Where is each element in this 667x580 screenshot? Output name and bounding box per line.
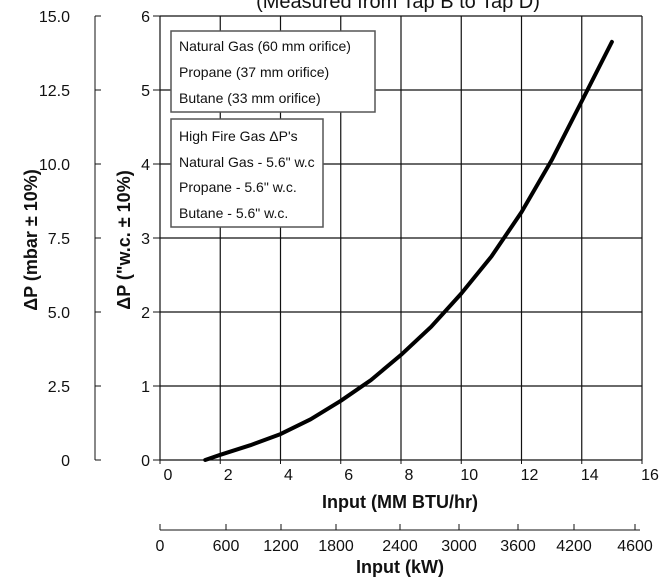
y-axis-ticks: 0 1 2 3 4 5 6: [141, 9, 160, 470]
x-tick-label: 16: [641, 467, 659, 484]
mbar-tick-label: 7.5: [48, 231, 70, 248]
y-tick-label: 3: [141, 231, 150, 248]
x-tick-label: 12: [521, 467, 539, 484]
mbar-axis: 0 2.5 5.0 7.5 10.0 12.5 15.0: [39, 9, 101, 470]
x-tick-label: 14: [581, 467, 599, 484]
kw-axis: 0 600 1200 1800 2400 3000 3600 4200 4600: [156, 524, 653, 555]
legend-box-orifice: Natural Gas (60 mm orifice) Propane (37 …: [171, 31, 375, 112]
kw-tick-label: 2400: [382, 538, 418, 555]
y-tick-label: 2: [141, 305, 150, 322]
y-axis-title-mbar: ΔP (mbar ± 10%): [21, 169, 41, 311]
x-tick-label: 0: [164, 467, 173, 484]
kw-tick-label: 3000: [441, 538, 477, 555]
kw-axis-title: Input (kW): [356, 557, 444, 577]
kw-tick-label: 3600: [500, 538, 536, 555]
legend-high-fire-natural-gas: Natural Gas - 5.6" w.c: [179, 154, 315, 170]
legend-item-butane: Butane (33 mm orifice): [179, 90, 321, 106]
x-tick-label: 4: [284, 467, 293, 484]
y-tick-label: 1: [141, 379, 150, 396]
mbar-tick-label: 12.5: [39, 83, 70, 100]
legend-high-fire-butane: Butane - 5.6" w.c.: [179, 205, 288, 221]
mbar-tick-label: 2.5: [48, 379, 70, 396]
mbar-tick-label: 10.0: [39, 157, 70, 174]
x-axis-ticks: 0 2 4 6 8 10 12 14 16: [160, 460, 659, 484]
legend-item-natural-gas: Natural Gas (60 mm orifice): [179, 38, 351, 54]
kw-tick-label: 4600: [617, 538, 653, 555]
mbar-tick-label: 0: [61, 453, 70, 470]
legend-high-fire-propane: Propane - 5.6" w.c.: [179, 179, 297, 195]
legend-box-high-fire: High Fire Gas ΔP's Natural Gas - 5.6" w.…: [171, 119, 323, 227]
x-tick-label: 2: [224, 467, 233, 484]
kw-tick-label: 0: [156, 538, 165, 555]
x-tick-label: 6: [344, 467, 353, 484]
kw-tick-label: 600: [213, 538, 240, 555]
chart-title: (Measured from Tap B to Tap D): [256, 0, 540, 13]
y-axis-title-wc: ΔP ("w.c. ± 10%): [114, 170, 134, 309]
y-tick-label: 6: [141, 9, 150, 26]
legend-high-fire-title: High Fire Gas ΔP's: [179, 128, 298, 144]
kw-tick-label: 1200: [263, 538, 299, 555]
x-tick-label: 8: [405, 467, 414, 484]
legend-item-propane: Propane (37 mm orifice): [179, 64, 329, 80]
kw-tick-label: 1800: [318, 538, 354, 555]
y-tick-label: 0: [141, 453, 150, 470]
mbar-tick-label: 15.0: [39, 9, 70, 26]
y-tick-label: 4: [141, 157, 150, 174]
x-axis-title: Input (MM BTU/hr): [322, 492, 478, 512]
x-tick-label: 10: [460, 467, 478, 484]
mbar-tick-label: 5.0: [48, 305, 70, 322]
y-tick-label: 5: [141, 83, 150, 100]
kw-tick-label: 4200: [556, 538, 592, 555]
